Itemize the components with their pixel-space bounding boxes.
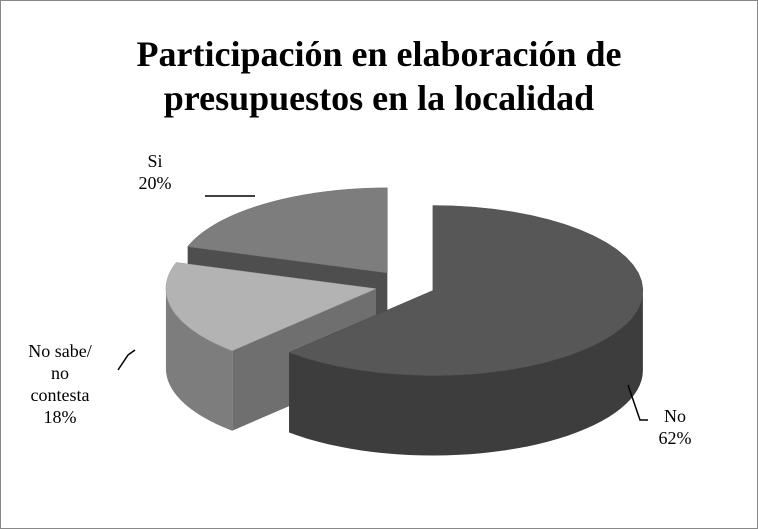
value-label: 62% <box>658 428 692 448</box>
slice-top <box>187 187 388 274</box>
category-label: No sabe/ no contesta <box>28 341 92 405</box>
slice-top <box>165 262 377 351</box>
slice-side <box>289 290 643 456</box>
category-label: No <box>664 406 686 426</box>
slice-top <box>288 205 644 376</box>
slice-side <box>165 288 233 431</box>
value-label: 20% <box>138 173 172 193</box>
value-label: 18% <box>43 407 77 427</box>
chart-title: Participación en elaboración de presupue… <box>136 34 622 118</box>
leader-line <box>117 349 136 371</box>
leader-line <box>627 384 648 421</box>
category-label: Si <box>147 151 163 171</box>
